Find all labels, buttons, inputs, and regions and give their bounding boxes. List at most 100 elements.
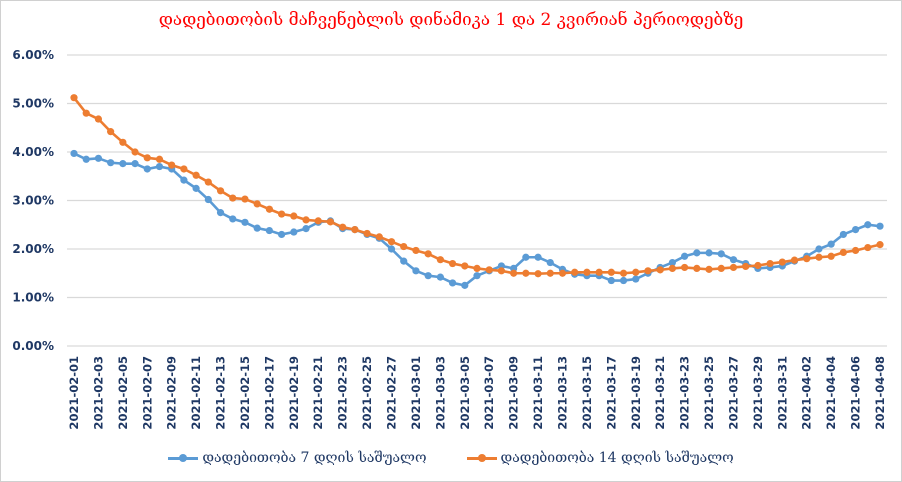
data-point	[864, 221, 872, 229]
data-point	[815, 245, 823, 253]
y-axis-ticks: 0.00% 1.00% 2.00% 3.00% 4.00% 5.00% 6.00%	[12, 48, 54, 353]
legend-label-7day: დადებითობა 7 დღის საშუალო	[202, 450, 427, 466]
y-tick-label: 0.00%	[12, 339, 54, 353]
data-point	[143, 165, 151, 173]
data-point	[778, 258, 786, 266]
data-point	[94, 115, 103, 123]
data-point	[485, 266, 493, 274]
data-point	[400, 242, 408, 251]
data-point	[461, 281, 469, 289]
legend-label-14day: დადებითობა 14 დღის საშუალო	[500, 450, 734, 466]
x-tick-label: 2021-02-17	[262, 356, 276, 430]
x-tick-label: 2021-02-13	[214, 356, 228, 430]
data-point	[558, 269, 567, 277]
data-point	[522, 269, 530, 277]
x-tick-label: 2021-03-23	[678, 356, 692, 430]
legend-swatch-14day	[466, 453, 497, 462]
x-axis-ticks: 2021-02-01 2021-02-03 2021-02-05 2021-02-07…	[67, 356, 887, 430]
data-point	[729, 263, 738, 272]
x-tick-label: 2021-03-07	[482, 356, 496, 430]
data-point	[473, 264, 481, 272]
data-point	[387, 238, 396, 246]
data-point	[510, 269, 518, 277]
data-point	[681, 263, 689, 272]
y-tick-label: 3.00%	[12, 194, 54, 208]
data-point	[448, 279, 457, 287]
data-point	[864, 243, 872, 252]
data-point	[632, 268, 640, 276]
data-point	[326, 218, 335, 226]
data-point	[278, 210, 286, 218]
data-point	[119, 160, 127, 168]
data-point	[265, 205, 273, 213]
x-tick-label: 2021-04-02	[800, 356, 814, 430]
data-point	[534, 253, 542, 261]
x-tick-label: 2021-03-11	[531, 356, 545, 430]
data-point	[595, 268, 603, 276]
x-tick-label: 2021-04-06	[849, 356, 863, 430]
data-point	[851, 226, 860, 234]
data-point	[241, 195, 249, 203]
data-point	[436, 273, 444, 281]
data-point	[729, 256, 738, 264]
data-point	[754, 261, 762, 270]
data-point	[876, 222, 884, 230]
x-tick-label: 2021-03-17	[604, 356, 618, 430]
x-tick-label: 2021-04-04	[824, 356, 838, 430]
data-point	[705, 265, 713, 273]
legend: დადებითობა 7 დღის საშუალო დადებითობა 14 …	[0, 450, 902, 466]
x-tick-label: 2021-02-19	[287, 356, 301, 430]
data-point	[131, 148, 139, 156]
data-point	[766, 259, 774, 268]
x-tick-label: 2021-04-08	[873, 356, 887, 430]
data-point	[107, 128, 115, 136]
data-point	[522, 253, 530, 261]
data-point	[131, 160, 139, 168]
data-point	[70, 94, 78, 102]
x-tick-label: 2021-02-01	[67, 356, 81, 430]
data-point	[851, 246, 860, 255]
data-point	[412, 267, 420, 275]
data-point	[253, 200, 261, 208]
x-tick-label: 2021-02-05	[116, 356, 130, 430]
x-tick-label: 2021-03-09	[507, 356, 521, 430]
data-point	[656, 266, 664, 274]
x-tick-label: 2021-03-27	[726, 356, 740, 430]
data-point	[107, 159, 115, 167]
x-tick-label: 2021-02-11	[189, 356, 203, 430]
x-tick-label: 2021-02-27	[385, 356, 399, 430]
data-point	[302, 216, 310, 224]
data-point	[839, 248, 847, 256]
data-point	[229, 194, 237, 202]
x-tick-label: 2021-02-25	[360, 356, 374, 430]
data-point	[229, 215, 237, 223]
data-point	[278, 230, 286, 239]
x-tick-label: 2021-03-01	[409, 356, 423, 430]
data-point	[876, 241, 884, 249]
x-tick-label: 2021-02-09	[165, 356, 179, 430]
data-point	[619, 269, 628, 277]
data-point	[717, 250, 725, 258]
y-tick-label: 2.00%	[12, 242, 54, 256]
x-tick-label: 2021-02-15	[238, 356, 252, 430]
data-point	[82, 109, 90, 117]
data-point	[351, 226, 359, 234]
data-point	[192, 184, 200, 192]
data-point	[546, 269, 554, 277]
data-point	[448, 259, 457, 268]
x-tick-label: 2021-03-15	[580, 356, 594, 430]
x-tick-label: 2021-03-21	[653, 356, 667, 430]
x-tick-label: 2021-02-23	[336, 356, 350, 430]
chart-title: დადებითობის მაჩვენებლის დინამიკა 1 და 2 …	[158, 10, 744, 30]
data-point	[644, 267, 652, 275]
data-point	[387, 245, 396, 253]
data-point	[314, 217, 322, 225]
x-tick-label: 2021-03-13	[555, 356, 569, 430]
data-point	[424, 250, 432, 258]
data-point	[204, 195, 212, 204]
data-point	[143, 154, 151, 162]
data-point	[681, 252, 689, 260]
data-point	[155, 162, 164, 171]
data-point	[693, 264, 701, 272]
